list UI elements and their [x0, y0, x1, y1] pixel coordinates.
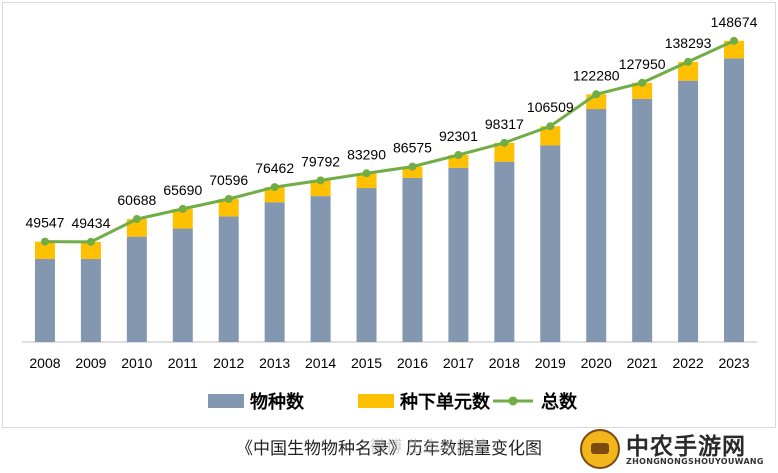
- data-label-2019: 106509: [527, 99, 574, 115]
- x-tick-label-2014: 2014: [305, 355, 336, 371]
- data-label-2013: 76462: [255, 160, 294, 176]
- bar-species-2013: [264, 202, 285, 342]
- x-tick-label-2013: 2013: [259, 355, 290, 371]
- data-label-2018: 98317: [485, 116, 524, 132]
- bar-infraspecific-2011: [172, 208, 193, 229]
- bar-infraspecific-2017: [448, 155, 469, 168]
- data-label-2014: 79792: [301, 153, 340, 169]
- total-point-2012: [224, 194, 233, 203]
- legend-swatch-infraspecific: [358, 394, 394, 408]
- total-point-2010: [132, 215, 141, 224]
- legend-label-infraspecific: 种下单元数: [399, 391, 491, 413]
- x-tick-label-2021: 2021: [627, 355, 658, 371]
- total-line: [44, 39, 735, 244]
- legend-swatch-species: [208, 394, 244, 408]
- bar-infraspecific-2012: [218, 198, 239, 217]
- data-label-2009: 49434: [71, 215, 110, 231]
- x-tick-label-2011: 2011: [168, 355, 198, 371]
- data-label-2012: 70596: [209, 172, 248, 188]
- bar-infraspecific-2008: [34, 241, 55, 259]
- legend-label-species: 物种数: [250, 391, 305, 413]
- bar-infraspecific-2010: [126, 219, 147, 237]
- bar-species-2018: [494, 161, 515, 342]
- bar-infraspecific-2016: [402, 166, 423, 178]
- bar-species-2021: [632, 98, 653, 342]
- total-point-2018: [500, 138, 509, 147]
- bar-species-2010: [126, 236, 147, 342]
- total-point-2008: [40, 237, 49, 246]
- data-label-2015: 83290: [347, 146, 386, 162]
- bar-species-2020: [586, 109, 607, 342]
- legend-label-total: 总数: [541, 391, 578, 413]
- data-label-2023: 148674: [711, 14, 758, 30]
- data-label-2016: 86575: [393, 140, 432, 156]
- data-label-2017: 92301: [439, 128, 478, 144]
- total-point-2022: [684, 57, 693, 66]
- bar-species-2017: [448, 167, 469, 342]
- data-label-2011: 65690: [163, 182, 202, 198]
- x-tick-label-2016: 2016: [397, 355, 428, 371]
- bar-species-2014: [310, 196, 331, 342]
- logo-emblem-icon: [580, 429, 620, 469]
- data-label-2022: 138293: [665, 35, 712, 51]
- bar-infraspecific-2022: [678, 61, 699, 81]
- bar-species-2022: [678, 80, 699, 343]
- bar-infraspecific-2019: [540, 126, 561, 146]
- x-tick-label-2019: 2019: [535, 355, 566, 371]
- bar-species-2008: [34, 258, 55, 342]
- site-logo[interactable]: 中农手游网 ZHONGNONGSHOUYOUWANG: [580, 427, 776, 471]
- total-point-2016: [408, 162, 417, 171]
- total-point-2017: [454, 151, 463, 160]
- x-tick-label-2008: 2008: [29, 355, 60, 371]
- bar-species-2016: [402, 177, 423, 342]
- bar-infraspecific-2014: [310, 180, 331, 197]
- data-label-2021: 127950: [619, 56, 666, 72]
- x-tick-label-2020: 2020: [581, 355, 612, 371]
- x-tick-label-2017: 2017: [443, 355, 474, 371]
- x-tick-label-2009: 2009: [75, 355, 106, 371]
- logo-subtitle: ZHONGNONGSHOUYOUWANG: [626, 457, 764, 466]
- bar-infraspecific-2023: [724, 40, 745, 59]
- total-point-2015: [362, 169, 371, 178]
- total-point-2011: [178, 204, 187, 213]
- total-point-2014: [316, 176, 325, 185]
- bar-infraspecific-2018: [494, 142, 515, 162]
- total-point-2019: [546, 122, 555, 131]
- x-tick-label-2023: 2023: [718, 355, 749, 371]
- x-tick-label-2022: 2022: [673, 355, 704, 371]
- x-tick-label-2018: 2018: [489, 355, 520, 371]
- legend-swatch-total-marker: [508, 396, 518, 406]
- bar-species-2023: [724, 58, 745, 343]
- bar-species-2009: [80, 258, 101, 342]
- x-tick-label-2012: 2012: [213, 355, 244, 371]
- total-point-2023: [730, 36, 739, 45]
- bar-species-2015: [356, 188, 377, 342]
- data-label-2010: 60688: [117, 192, 156, 208]
- data-label-2020: 122280: [573, 67, 620, 83]
- bar-species-2011: [172, 228, 193, 342]
- x-tick-label-2015: 2015: [351, 355, 382, 371]
- chart-caption: 《中国生物物种名录》历年数据量变化图: [236, 439, 542, 459]
- total-point-2021: [638, 78, 647, 87]
- bar-species-2019: [540, 145, 561, 342]
- bar-infraspecific-2013: [264, 187, 285, 203]
- bar-species-2012: [218, 216, 239, 342]
- total-point-2020: [592, 90, 601, 99]
- total-point-2009: [86, 237, 95, 246]
- data-label-2008: 49547: [26, 215, 65, 231]
- x-tick-label-2010: 2010: [121, 355, 152, 371]
- total-point-2013: [270, 183, 279, 192]
- logo-title: 中农手游网: [626, 434, 746, 460]
- bar-infraspecific-2009: [80, 241, 101, 259]
- bar-infraspecific-2021: [632, 82, 653, 99]
- bar-infraspecific-2015: [356, 173, 377, 189]
